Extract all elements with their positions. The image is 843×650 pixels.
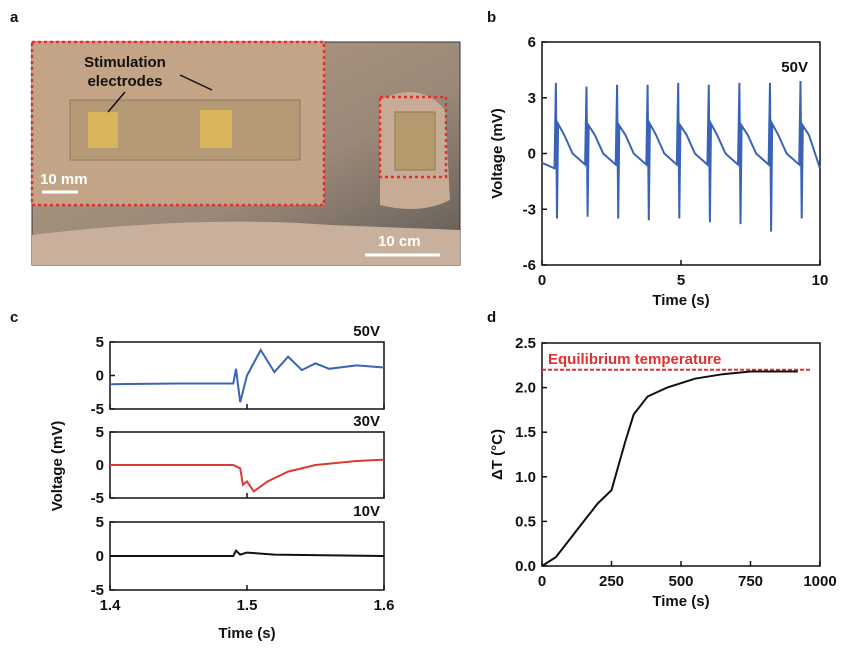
data-line (109, 348, 385, 403)
y-tick-label: 5 (96, 424, 104, 441)
data-line (541, 80, 821, 232)
plot-frame (541, 342, 821, 567)
scale-bar-label: 10 mm (40, 171, 88, 188)
y-tick-label: 0 (528, 146, 536, 163)
annotation: 50V (781, 59, 808, 76)
panel-label: d (487, 309, 496, 326)
x-tick-label: 5 (677, 272, 685, 289)
data-line (541, 370, 798, 567)
y-tick-label: 0 (96, 368, 104, 385)
electrode (200, 110, 232, 148)
x-tick-label: 250 (599, 573, 624, 590)
x-axis-title: Time (s) (652, 593, 709, 610)
y-axis-title: Voltage (mV) (489, 108, 506, 199)
x-tick-label: 1000 (803, 573, 836, 590)
scale-bar-label: 10 cm (378, 233, 421, 250)
data-line (110, 458, 385, 493)
annotation: 50V (353, 323, 380, 340)
data-line (110, 548, 385, 557)
x-tick-label: 1.4 (100, 597, 122, 614)
panel-label: c (10, 309, 18, 326)
arrow (179, 74, 213, 91)
y-tick-label: 0.5 (515, 513, 536, 530)
photo-panel: a Stimulation electrodes 10 mm 10 cm (10, 9, 461, 266)
x-tick-label: 1.6 (374, 597, 395, 614)
y-tick-label: 2.0 (515, 380, 536, 397)
x-tick-label: 500 (668, 573, 693, 590)
y-tick-label: 5 (96, 334, 104, 351)
x-tick-label: 0 (538, 573, 546, 590)
y-tick-label: -5 (91, 401, 104, 418)
panel-label: a (10, 9, 19, 26)
y-tick-label: 0 (96, 548, 104, 565)
y-tick-label: 2.5 (515, 335, 536, 352)
y-tick-label: 0.0 (515, 558, 536, 575)
y-tick-label: -6 (523, 257, 536, 274)
forearm (32, 221, 460, 265)
annotation: Stimulation (84, 54, 166, 71)
y-axis-title: ΔT (°C) (489, 429, 506, 480)
annotation: electrodes (87, 73, 162, 90)
y-tick-label: 1.5 (515, 424, 536, 441)
x-axis-title: Time (s) (652, 292, 709, 309)
y-tick-label: -3 (523, 201, 536, 218)
electrode (88, 112, 118, 148)
annotation: 10V (353, 503, 380, 520)
x-axis-title: Time (s) (218, 625, 275, 642)
y-axis-title: Voltage (mV) (49, 421, 66, 512)
y-tick-label: 5 (96, 514, 104, 531)
y-tick-label: 6 (528, 34, 536, 51)
x-tick-label: 750 (738, 573, 763, 590)
x-tick-label: 10 (812, 272, 829, 289)
annotation: 30V (353, 413, 380, 430)
y-tick-label: -5 (91, 582, 104, 599)
y-tick-label: 1.0 (515, 469, 536, 486)
y-tick-label: 3 (528, 90, 536, 107)
panel-label: b (487, 9, 496, 26)
reference-label: Equilibrium temperature (548, 351, 721, 368)
x-tick-label: 1.5 (237, 597, 258, 614)
arrow (107, 91, 126, 113)
x-tick-label: 0 (538, 272, 546, 289)
zoom-box (378, 95, 448, 179)
y-tick-label: 0 (96, 457, 104, 474)
device (394, 111, 436, 171)
y-tick-label: -5 (91, 490, 104, 507)
